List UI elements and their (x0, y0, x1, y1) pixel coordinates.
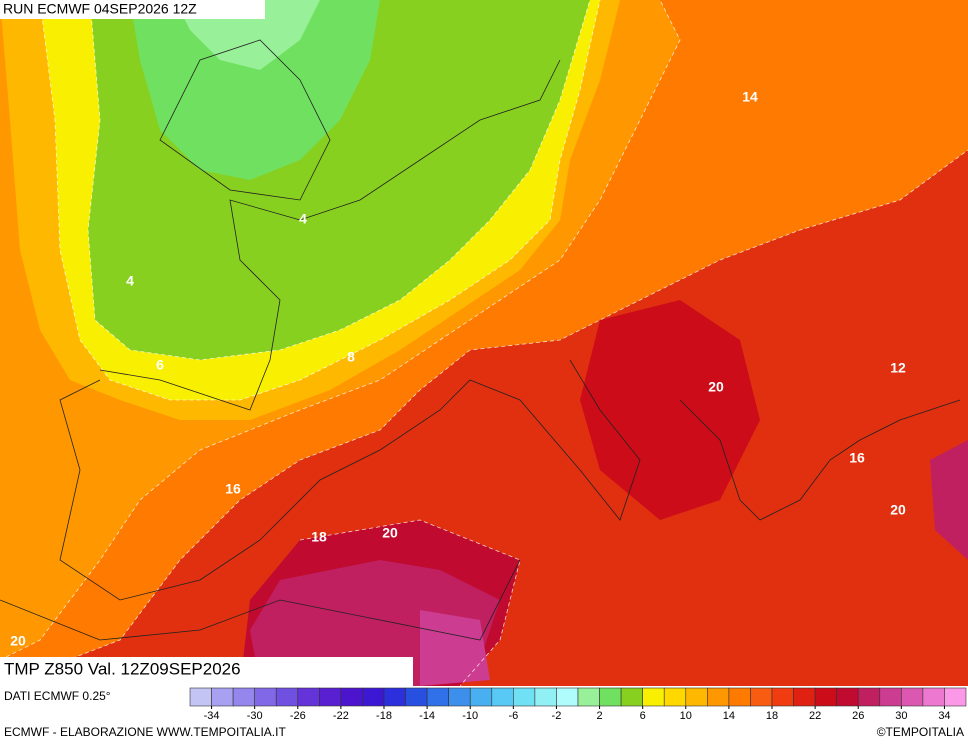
contour-label: 20 (708, 379, 724, 395)
legend-swatch (469, 687, 493, 707)
legend-tick-label: 22 (809, 710, 821, 722)
map (0, 0, 968, 687)
legend-swatch (750, 687, 773, 707)
run-label: RUN ECMWF 04SEP2026 12Z (3, 1, 197, 17)
coastline (99, 59, 561, 411)
legend-swatch (642, 687, 665, 707)
legend-swatch (922, 687, 945, 707)
legend-tick-label: -26 (290, 710, 306, 722)
legend-tick-label: 10 (680, 710, 692, 722)
contour-label: 20 (890, 502, 906, 518)
contour-label: 18 (311, 529, 327, 545)
title-box (0, 657, 413, 686)
contour-label: 20 (10, 633, 26, 649)
legend-tick-label: 14 (723, 710, 735, 722)
legend-swatch (513, 687, 536, 707)
legend-swatch (448, 687, 471, 707)
legend-tick-label: -2 (552, 710, 562, 722)
legend-swatch (771, 687, 794, 707)
coastline (59, 359, 641, 601)
contour-label: 12 (890, 360, 906, 376)
legend-tick-label: 2 (596, 710, 602, 722)
contour-label: 8 (347, 349, 355, 365)
legend-swatch (340, 687, 363, 707)
isotherm (299, 519, 521, 687)
contour-labels: 14 4 4 6 8 20 12 16 16 18 20 20 20 (10, 89, 906, 649)
zone-22-east (580, 300, 760, 520)
isotherm (0, 0, 681, 661)
zone-2 (130, 0, 380, 180)
legend-swatch (362, 687, 385, 707)
source-label: DATI ECMWF 0.25° (4, 689, 111, 703)
legend-swatch (556, 687, 579, 707)
legend-tick-label: -30 (247, 710, 263, 722)
legend-tick-label: -6 (508, 710, 518, 722)
legend-swatch (297, 687, 320, 707)
legend-swatch (405, 687, 428, 707)
legend-swatch (383, 687, 406, 707)
legend-swatch (836, 687, 859, 707)
map-title: TMP Z850 Val. 12Z09SEP2026 (4, 659, 241, 678)
contour-label: 20 (382, 525, 398, 541)
copyright: ©TEMPOITALIA (877, 725, 964, 739)
legend-swatch (254, 687, 277, 707)
legend-swatch (944, 687, 967, 707)
legend-swatch (577, 687, 600, 707)
legend-swatch (707, 687, 730, 707)
legend-swatch (232, 687, 255, 707)
legend-swatch (814, 687, 837, 707)
legend-swatch (189, 687, 212, 707)
isotherm (39, 0, 601, 401)
contour-label: 6 (156, 357, 164, 373)
legend-swatch (857, 687, 881, 707)
legend-swatch (901, 687, 924, 707)
isotherm (0, 149, 968, 687)
legend-tick-label: -22 (333, 710, 349, 722)
zone-26-east (930, 440, 968, 560)
legend-tick-label: -10 (462, 710, 478, 722)
color-legend: -34 -30 -26 -22 -18 -14 -10 -6 -2 2 6 10 14 18 22 26 30 3… (189, 687, 967, 722)
legend-swatch (620, 687, 643, 707)
run-box (0, 0, 265, 19)
legend-swatch (599, 687, 622, 707)
contour-label: 14 (742, 89, 758, 105)
contour-label: 16 (849, 450, 865, 466)
legend-tick-label: 26 (852, 710, 864, 722)
legend-swatch (793, 687, 816, 707)
legend-tick-label: -14 (419, 710, 435, 722)
contour-label: 4 (126, 273, 134, 289)
legend-swatch (663, 687, 687, 707)
zone-28 (420, 610, 490, 686)
legend-swatch (426, 687, 449, 707)
contour-label: 4 (299, 211, 307, 227)
legend-swatch (275, 687, 299, 707)
contour-label: 16 (225, 481, 241, 497)
legend-tick-label: 30 (895, 710, 907, 722)
coastline (679, 399, 961, 521)
legend-tick-label: 34 (938, 710, 950, 722)
credit: ECMWF - ELABORAZIONE WWW.TEMPOITALIA.IT (4, 725, 286, 739)
legend-tick-label: 18 (766, 710, 778, 722)
legend-tick-label: 6 (640, 710, 646, 722)
legend-tick-label: -34 (204, 710, 220, 722)
legend-swatch (534, 687, 557, 707)
legend-swatch (879, 687, 902, 707)
coastline (0, 559, 521, 641)
coastline (159, 39, 331, 201)
isotherm (87, 0, 591, 361)
legend-tick-label: -18 (376, 710, 392, 722)
legend-swatch (685, 687, 708, 707)
legend-swatch (211, 687, 234, 707)
legend-swatch (319, 687, 342, 707)
legend-swatch (728, 687, 751, 707)
legend-swatch (491, 687, 514, 707)
